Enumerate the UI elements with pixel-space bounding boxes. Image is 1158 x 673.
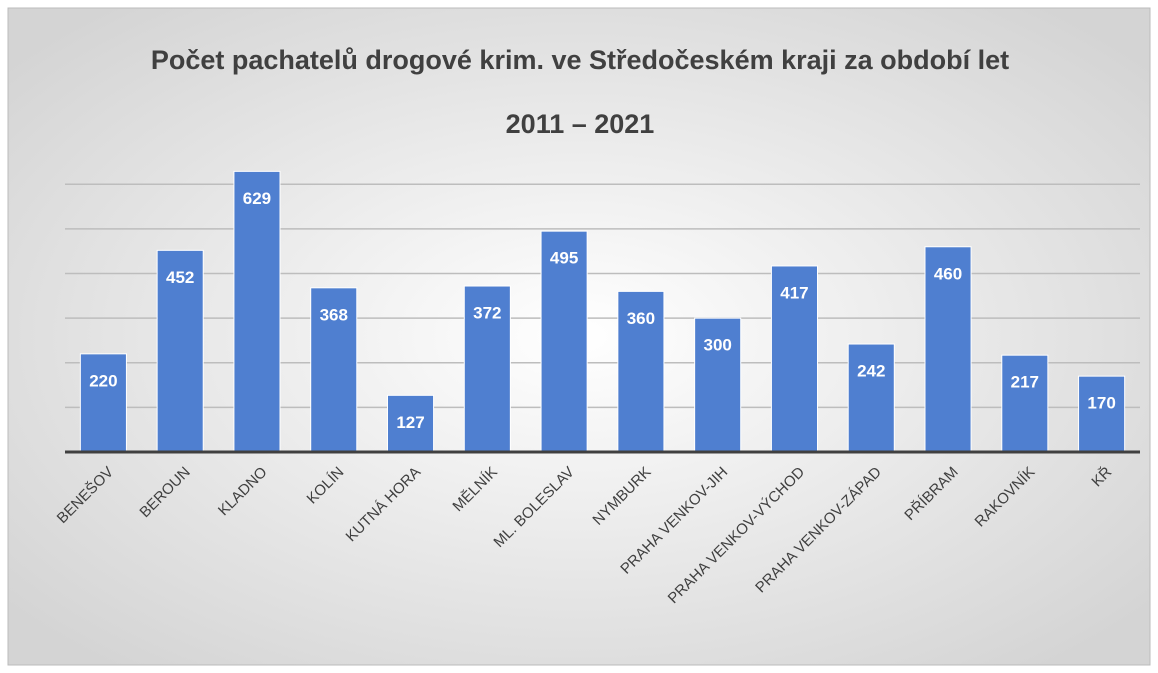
bar	[233, 170, 281, 453]
data-label: 372	[473, 304, 501, 323]
data-label: 452	[166, 268, 194, 287]
bar	[463, 285, 511, 453]
data-label: 217	[1011, 373, 1039, 392]
data-label: 629	[243, 189, 271, 208]
data-label: 127	[396, 413, 424, 432]
bar	[387, 394, 435, 453]
data-label: 220	[89, 371, 117, 390]
data-label: 242	[857, 362, 885, 381]
bar	[79, 353, 127, 453]
data-label: 300	[703, 336, 731, 355]
data-label: 368	[320, 305, 348, 324]
bar	[310, 287, 358, 453]
bar	[770, 265, 819, 453]
data-label: 495	[550, 249, 578, 268]
bar	[1001, 354, 1049, 453]
bar	[617, 290, 665, 453]
data-label: 460	[934, 264, 962, 283]
bar	[924, 246, 972, 453]
chart-title: Počet pachatelů drogové krim. ve Středoč…	[150, 45, 1010, 139]
data-label: 417	[780, 283, 808, 302]
data-label: 360	[627, 309, 655, 328]
bar	[847, 343, 895, 453]
bar	[1078, 375, 1126, 453]
data-label: 170	[1087, 394, 1115, 413]
bar	[540, 230, 588, 453]
